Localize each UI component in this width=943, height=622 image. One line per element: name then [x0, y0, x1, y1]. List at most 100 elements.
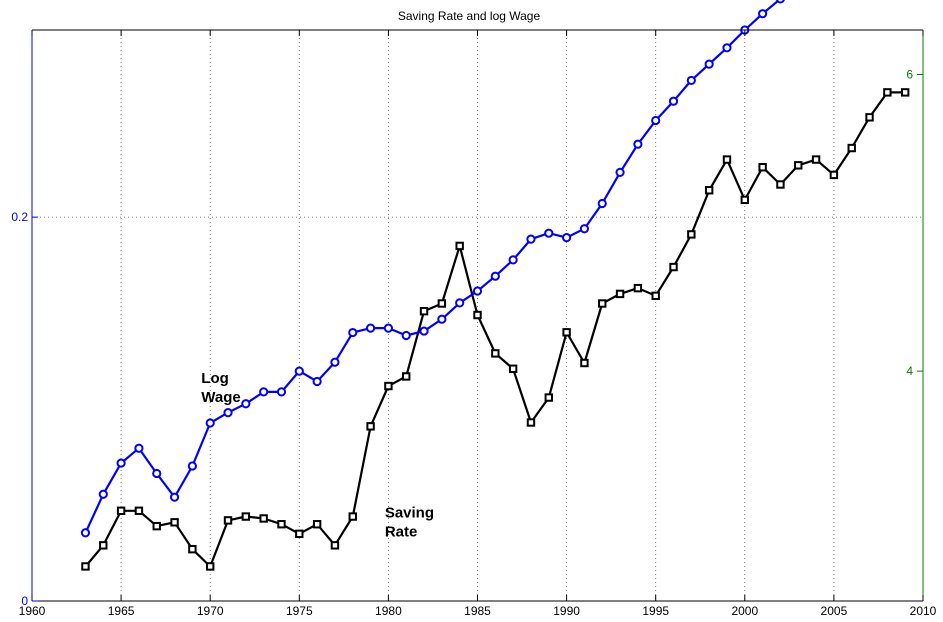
- log-wage-point: [651, 115, 661, 126]
- log-wage-point: [597, 198, 607, 209]
- log-wage-point: [241, 399, 251, 409]
- log-wage-point: [419, 326, 429, 336]
- saving-rate-point: [312, 520, 322, 529]
- saving-rate-point: [419, 306, 429, 316]
- saving-rate-point: [811, 155, 821, 164]
- annotation-line: Wage: [201, 389, 240, 406]
- x-tick-label: 2000: [731, 604, 758, 618]
- saving-rate-point: [562, 328, 571, 337]
- annotations: Log Wage Saving Rate: [201, 370, 434, 541]
- log-wage-point: [437, 314, 447, 324]
- saving-rate-point: [152, 521, 161, 531]
- x-tick-label: 2005: [821, 604, 848, 618]
- log-wage-point: [169, 492, 180, 502]
- log-wage-point: [544, 228, 554, 238]
- saving-rate-point: [455, 241, 464, 251]
- log-wage-point: [472, 286, 483, 296]
- log-wage-point: [116, 458, 126, 468]
- log-wage-point: [294, 366, 304, 376]
- saving-rate-point: [170, 518, 179, 527]
- saving-rate-point: [740, 195, 749, 205]
- annotation-line: Saving: [385, 505, 434, 522]
- saving-rate-point: [384, 381, 393, 391]
- annotation-label: Log Wage: [201, 370, 240, 406]
- axes: [31, 29, 924, 602]
- x-tick-label: 1960: [19, 604, 46, 618]
- log-wage-point: [455, 298, 465, 308]
- saving-rate-point: [598, 299, 607, 308]
- saving-rate-point: [829, 170, 839, 180]
- saving-rate-point: [722, 155, 732, 164]
- log-wage-point: [276, 387, 287, 397]
- annotation-label: Saving Rate: [385, 505, 434, 541]
- log-wage-point: [562, 233, 572, 243]
- saving-rate-point: [758, 163, 767, 172]
- log-wage-point: [775, 0, 785, 4]
- log-wage-point: [187, 461, 197, 471]
- saving-rate-point: [295, 529, 304, 539]
- grid: [32, 30, 923, 601]
- saving-rate-point: [437, 299, 447, 308]
- saving-rate-point: [544, 393, 553, 402]
- saving-rate-point: [633, 283, 643, 293]
- saving-rate-point: [687, 230, 696, 239]
- saving-rate-point: [241, 512, 251, 521]
- log-wage-point: [722, 43, 732, 53]
- saving-rate-point: [847, 143, 856, 153]
- saving-rate-point: [348, 512, 357, 521]
- log-wage-point: [508, 255, 518, 265]
- saving-rate-point: [491, 349, 500, 358]
- log-wage-point: [134, 443, 144, 453]
- y-left-tick-label: 0: [21, 594, 28, 608]
- annotation-line: Log: [201, 370, 229, 387]
- log-wage-point: [633, 139, 643, 149]
- chart-title: Saving Rate and log Wage: [398, 9, 541, 23]
- saving-rate-point: [776, 180, 785, 189]
- x-tick-label: 1985: [464, 604, 491, 618]
- saving-rate-point: [704, 186, 714, 195]
- saving-rate-point: [259, 514, 268, 523]
- y-right-tick-label: 6: [906, 67, 913, 81]
- log-wage-point: [668, 96, 679, 106]
- log-wage-point: [615, 167, 625, 177]
- log-wage-point: [365, 323, 376, 333]
- x-tick-label: 1975: [286, 604, 313, 618]
- log-wage-point: [205, 418, 215, 428]
- log-wage-point: [259, 387, 269, 397]
- saving-rate-point: [223, 516, 233, 525]
- tick-labels: 1960 1965 1970 1975 1980 1985 1990 1995 2000 2005…: [11, 67, 936, 618]
- saving-rate-point: [116, 506, 126, 515]
- log-wage-point: [223, 408, 233, 418]
- y-right-tick-label: 4: [906, 364, 913, 378]
- log-wage-point: [152, 468, 162, 479]
- log-wage-point: [312, 376, 322, 387]
- saving-rate-point: [402, 372, 411, 381]
- saving-rate-point: [794, 161, 803, 170]
- log-wage-point: [348, 327, 358, 338]
- saving-rate-point: [669, 262, 678, 272]
- y-left-tick-label: 0.2: [11, 210, 28, 224]
- saving-rate-point: [508, 364, 518, 373]
- saving-rate-point: [188, 544, 197, 554]
- saving-rate-point: [99, 541, 108, 550]
- log-wage-point: [686, 75, 696, 86]
- saving-rate-point: [81, 562, 90, 571]
- x-tick-label: 1995: [642, 604, 669, 618]
- x-tick-label: 2010: [910, 604, 937, 618]
- saving-rate-point: [883, 88, 892, 97]
- log-wage-point: [401, 330, 411, 341]
- log-wage-point: [704, 59, 714, 69]
- saving-rate-point: [651, 291, 660, 301]
- log-wage-point: [579, 224, 590, 234]
- saving-rate-point: [900, 88, 910, 97]
- log-wage-point: [98, 489, 108, 499]
- log-wage-point: [758, 9, 768, 19]
- annotation-line: Rate: [385, 524, 418, 541]
- x-tick-label: 1970: [197, 604, 224, 618]
- saving-rate-point: [580, 358, 589, 368]
- saving-rate-point: [473, 310, 482, 320]
- log-wage-point: [490, 271, 500, 281]
- x-tick-label: 1965: [108, 604, 135, 618]
- saving-rate-point: [134, 506, 144, 515]
